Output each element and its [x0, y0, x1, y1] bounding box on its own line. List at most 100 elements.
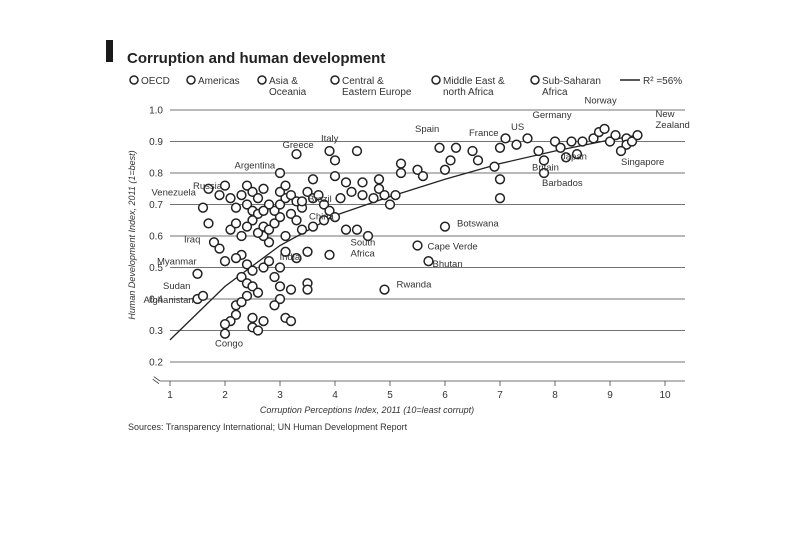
data-point: [313, 189, 324, 201]
data-point: [329, 170, 341, 182]
legend-label: Eastern Europe: [342, 87, 412, 98]
data-point: [280, 246, 291, 257]
data-point: [533, 145, 544, 157]
data-point: [274, 167, 286, 179]
data-point: [274, 199, 286, 210]
y-tick-label: 1.0: [149, 106, 163, 117]
data-point: [274, 293, 286, 305]
legend-label: Americas: [198, 76, 240, 87]
data-point: [247, 265, 258, 276]
annotation-label: Japan: [561, 152, 587, 163]
data-point: [197, 290, 209, 302]
data-point: [335, 193, 346, 204]
legend-label: Oceania: [269, 87, 307, 98]
data-point: [571, 148, 583, 160]
data-point: [230, 309, 242, 320]
data-point: [395, 167, 407, 179]
data-point: [379, 284, 390, 295]
data-point: [379, 189, 390, 201]
data-point: [384, 199, 396, 210]
annotation-label: Norway: [585, 95, 617, 106]
data-point: [351, 224, 363, 235]
axes: 1 2 3 4 5 6 7 8 9 10 //: [151, 376, 685, 401]
annotation-label: Barbados: [542, 178, 583, 189]
data-point: [203, 218, 214, 229]
legend-label: Central &: [342, 76, 384, 87]
data-point: [412, 164, 423, 175]
data-point: [236, 296, 247, 308]
x-tick-label: 8: [552, 390, 558, 401]
annotation-label: Britain: [532, 162, 559, 173]
data-point: [241, 180, 253, 191]
data-point: [577, 136, 588, 147]
legend-label: Middle East &: [443, 76, 505, 87]
data-point: [225, 224, 236, 235]
data-point: [632, 130, 643, 141]
data-point: [269, 271, 280, 283]
data-point: [219, 319, 231, 330]
data-point: [241, 221, 253, 232]
annotation-label: Russia: [193, 181, 223, 192]
data-point: [263, 224, 275, 235]
data-point: [269, 300, 280, 311]
data-point: [291, 215, 302, 226]
data-point: [346, 186, 357, 198]
annotation-label: Greece: [283, 140, 314, 151]
data-point: [296, 196, 308, 207]
legend-marker: [186, 75, 196, 85]
data-point: [357, 189, 368, 201]
annotation-label: Brazil: [308, 194, 332, 205]
annotation-label: Botswana: [457, 219, 499, 230]
annotation-label: Congo: [215, 339, 243, 350]
annotation-label: Cape Verde: [428, 242, 478, 253]
data-point: [373, 174, 385, 185]
y-tick-label: 0.6: [149, 232, 163, 243]
x-tick-label: 1: [167, 390, 173, 401]
data-point: [494, 193, 506, 204]
chart-header: Corruption and human development: [106, 40, 385, 67]
data-point: [247, 312, 258, 324]
data-point: [247, 281, 258, 292]
x-tick-label: 2: [222, 390, 228, 401]
annotation-label: Spain: [415, 124, 439, 135]
x-tick-label: 7: [497, 390, 503, 401]
data-point: [351, 145, 363, 157]
data-point: [291, 252, 302, 264]
data-point: [280, 230, 291, 242]
data-point: [291, 148, 302, 160]
scatter-points: [192, 123, 643, 339]
data-point: [390, 189, 401, 201]
legend: OECD Americas Asia &Oceania Central &Easter…: [129, 75, 682, 98]
annotation-label: Germany: [533, 110, 572, 121]
data-point: [285, 189, 297, 201]
data-point: [236, 230, 247, 242]
data-point: [230, 202, 242, 213]
x-tick-label: 9: [607, 390, 613, 401]
data-point: [258, 205, 269, 216]
y-tick-label: 0.4: [149, 295, 163, 306]
data-point: [362, 230, 374, 242]
data-point: [357, 177, 368, 188]
data-point: [538, 155, 550, 166]
y-axis-label: Human Development Index, 2011 (1=best): [127, 150, 137, 319]
axis-break-symbol: //: [151, 376, 163, 385]
data-point: [555, 142, 566, 153]
annotation-label: US: [511, 122, 524, 133]
data-point: [280, 180, 291, 191]
data-point: [252, 227, 264, 239]
annotation-label: New Zealand: [656, 109, 690, 131]
data-point: [494, 174, 506, 185]
data-point: [307, 174, 319, 185]
y-tick-label: 0.2: [149, 358, 163, 369]
x-axis-label: Corruption Perceptions Index, 2011 (10=l…: [260, 405, 474, 415]
data-point: [285, 284, 297, 295]
annotation-label: Argentina: [235, 161, 276, 172]
x-tick-label: 3: [277, 390, 283, 401]
data-point: [445, 155, 456, 166]
data-point: [274, 262, 286, 273]
data-point: [511, 139, 522, 150]
data-point: [252, 287, 264, 298]
legend-label: Africa: [542, 87, 568, 98]
data-point: [258, 315, 269, 327]
chart-title: Corruption and human development: [127, 50, 385, 67]
